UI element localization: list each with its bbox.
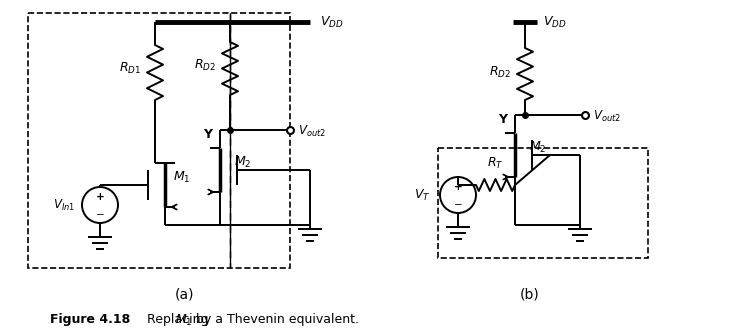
Text: $V_{DD}$: $V_{DD}$ bbox=[320, 14, 343, 29]
Text: $V_{T}$: $V_{T}$ bbox=[413, 188, 430, 203]
Text: $R_{D2}$: $R_{D2}$ bbox=[489, 64, 511, 79]
Text: $M_2$: $M_2$ bbox=[529, 139, 546, 154]
Text: $V_{out2}$: $V_{out2}$ bbox=[593, 109, 621, 124]
Text: Figure 4.18: Figure 4.18 bbox=[50, 314, 130, 327]
Text: Y: Y bbox=[498, 113, 507, 126]
Text: Replacing: Replacing bbox=[135, 314, 212, 327]
Text: (a): (a) bbox=[175, 288, 194, 302]
Text: $M_1$: $M_1$ bbox=[175, 313, 192, 328]
Text: +: + bbox=[95, 192, 104, 202]
Text: $M_2$: $M_2$ bbox=[234, 154, 251, 170]
Text: $V_{out2}$: $V_{out2}$ bbox=[298, 124, 326, 139]
Text: $R_{T}$: $R_{T}$ bbox=[487, 156, 504, 171]
Text: $V_{In1}$: $V_{In1}$ bbox=[53, 197, 75, 212]
Text: $R_{D2}$: $R_{D2}$ bbox=[194, 57, 216, 73]
Text: $-$: $-$ bbox=[95, 208, 105, 218]
Text: $M_1$: $M_1$ bbox=[173, 170, 191, 185]
Text: Y: Y bbox=[203, 128, 212, 140]
Text: $R_{D1}$: $R_{D1}$ bbox=[119, 60, 141, 76]
Text: $-$: $-$ bbox=[453, 198, 463, 208]
Text: +: + bbox=[454, 182, 463, 192]
Text: (b): (b) bbox=[520, 288, 540, 302]
Text: $V_{DD}$: $V_{DD}$ bbox=[543, 14, 567, 29]
Text: by a Thevenin equivalent.: by a Thevenin equivalent. bbox=[192, 314, 359, 327]
